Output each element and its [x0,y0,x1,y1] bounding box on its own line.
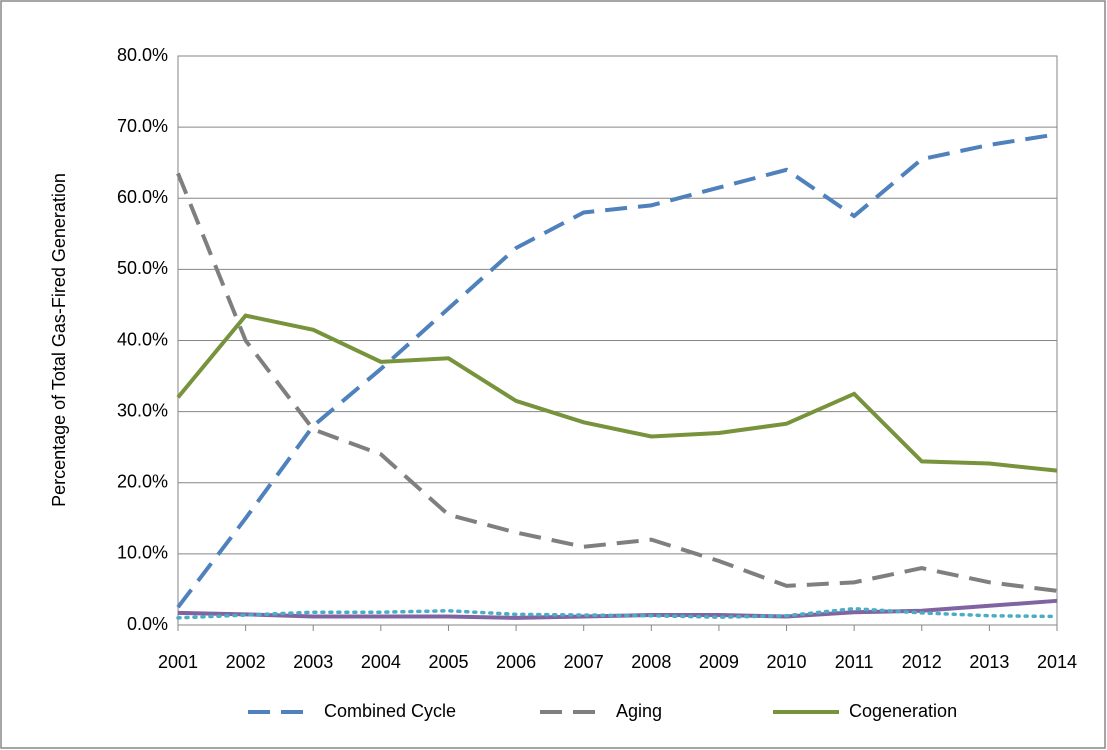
x-tick-label: 2010 [767,652,807,672]
y-tick-label: 60.0% [117,187,168,207]
legend-label: Cogeneration [849,701,957,721]
x-tick-label: 2007 [564,652,604,672]
y-tick-label: 40.0% [117,329,168,349]
plot-border [177,55,1058,626]
y-tick-label: 30.0% [117,400,168,420]
x-tick-label: 2009 [699,652,739,672]
y-tick-label: 80.0% [117,45,168,65]
series-line [176,313,1058,473]
x-tick-label: 2014 [1037,652,1077,672]
y-tick-label: 10.0% [117,543,168,563]
x-tick-label: 2013 [969,652,1009,672]
legend-label: Aging [616,701,662,721]
y-tick-label: 50.0% [117,258,168,278]
x-tick-label: 2011 [835,652,874,672]
x-tick-label: 2002 [226,652,266,672]
y-axis-label: Percentage of Total Gas-Fired Generation [49,173,69,507]
x-tick-label: 2006 [496,652,536,672]
x-tick-label: 2001 [158,652,198,672]
x-tick-label: 2005 [428,652,468,672]
y-tick-label: 0.0% [127,614,168,634]
y-tick-label: 20.0% [117,472,168,492]
series-line [176,606,1059,620]
y-tick-label: 70.0% [117,116,168,136]
legend-label: Combined Cycle [324,701,456,721]
x-tick-label: 2012 [902,652,942,672]
series-line [176,172,1058,593]
x-tick-label: 2004 [361,652,401,672]
x-tick-label: 2003 [293,652,333,672]
x-tick-label: 2008 [631,652,671,672]
series-line [176,132,1058,609]
